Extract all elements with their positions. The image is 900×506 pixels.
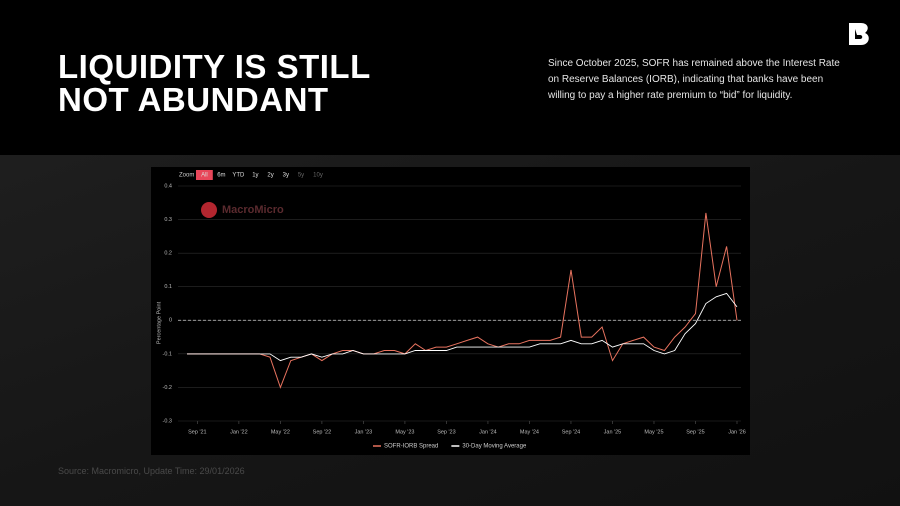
zoom-selected (196, 170, 213, 180)
x-tick-label: Sep '23 (437, 429, 455, 435)
zoom-label: Zoom (179, 173, 194, 179)
y-tick-label: -0.3 (163, 418, 172, 424)
zoom-button[interactable]: 5y (298, 173, 304, 179)
x-tick-label: Jan '25 (604, 429, 622, 435)
series-line (187, 212, 738, 389)
zoom-button[interactable]: 3y (283, 173, 289, 179)
x-tick-label: Jan '22 (230, 429, 248, 435)
zoom-button[interactable]: 10y (313, 173, 323, 179)
x-tick-label: May '25 (644, 429, 663, 435)
y-tick-label: -0.2 (163, 385, 172, 391)
zoom-button[interactable]: 1y (252, 173, 258, 179)
slide-title: LIQUIDITY IS STILL NOT ABUNDANT (58, 48, 371, 118)
y-tick-label: 0.3 (164, 217, 172, 223)
y-tick-label: 0.1 (164, 284, 172, 290)
legend-label[interactable]: SOFR-IORB Spread (384, 444, 438, 450)
x-tick-label: May '24 (520, 429, 539, 435)
x-tick-label: Sep '22 (313, 429, 331, 435)
x-tick-label: May '22 (271, 429, 290, 435)
y-tick-label: 0.2 (164, 251, 172, 257)
x-tick-label: Jan '26 (728, 429, 746, 435)
y-tick-label: -0.1 (163, 351, 172, 357)
x-tick-label: Jan '24 (479, 429, 497, 435)
series-line (187, 292, 738, 362)
zoom-button[interactable]: 6m (217, 173, 225, 179)
y-tick-label: 0 (169, 318, 172, 324)
x-tick-label: Sep '25 (686, 429, 704, 435)
header-band (0, 0, 900, 155)
slide-description: Since October 2025, SOFR has remained ab… (548, 58, 840, 101)
source-note: Source: Macromicro, Update Time: 29/01/2… (58, 466, 245, 476)
x-tick-label: Jan '23 (355, 429, 373, 435)
y-axis-label: Percentage Point (156, 301, 162, 344)
watermark: MacroMicro (222, 204, 284, 216)
y-tick-label: 0.4 (164, 183, 172, 189)
zoom-button[interactable]: 2y (267, 173, 273, 179)
watermark-icon (201, 202, 217, 218)
x-tick-label: May '23 (395, 429, 414, 435)
logo (849, 23, 869, 45)
legend-label[interactable]: 30-Day Moving Average (462, 444, 527, 450)
x-tick-label: Sep '21 (188, 429, 206, 435)
chart-background (151, 167, 750, 455)
zoom-button[interactable]: All (201, 173, 208, 179)
x-tick-label: Sep '24 (562, 429, 580, 435)
zoom-button[interactable]: YTD (232, 173, 245, 179)
chart: MacroMicro Percentage Point Zoom All 6m YTD… (151, 167, 750, 455)
